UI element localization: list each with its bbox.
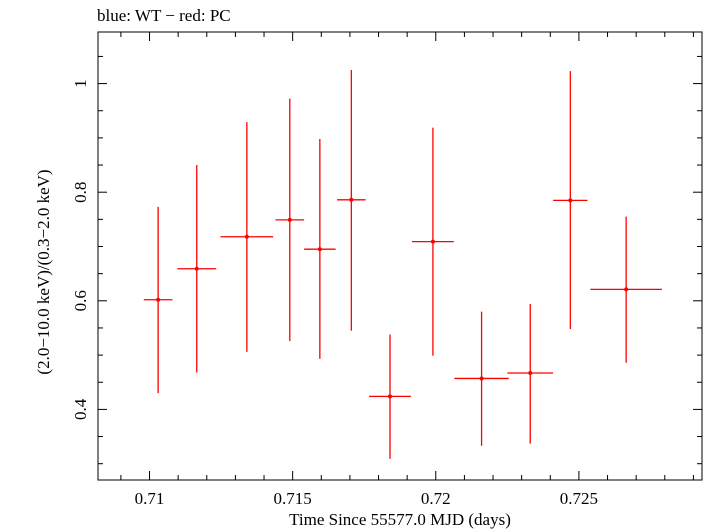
x-tick-label: 0.72	[421, 489, 451, 508]
data-point	[553, 71, 588, 330]
data-point	[304, 138, 336, 359]
x-axis-label: Time Since 55577.0 MJD (days)	[289, 510, 511, 529]
x-tick-label: 0.725	[560, 489, 598, 508]
data-marker	[568, 198, 573, 203]
data-point	[507, 304, 554, 444]
x-tick-label: 0.715	[274, 489, 312, 508]
data-marker	[317, 247, 322, 252]
data-point	[454, 311, 509, 446]
data-marker	[430, 239, 435, 244]
y-tick-label: 1	[71, 79, 90, 88]
data-point	[590, 216, 662, 363]
data-marker	[156, 297, 161, 302]
plot-frame	[97, 31, 703, 481]
chart-title: blue: WT − red: PC	[97, 6, 231, 25]
data-marker	[287, 217, 292, 222]
data-marker	[624, 287, 629, 292]
data-point	[143, 206, 173, 394]
data-point	[337, 70, 366, 331]
data-marker	[528, 371, 533, 376]
data-point	[275, 98, 305, 341]
data-marker	[479, 376, 484, 381]
data-point	[220, 122, 274, 352]
data-marker	[387, 394, 392, 399]
y-tick-label: 0.4	[71, 398, 90, 420]
data-marker	[244, 234, 249, 239]
data-point	[177, 165, 217, 373]
data-marker	[194, 266, 199, 271]
axis-ticks: 0.71 0.715 0.72 0.725 0.4 0.6 0.8 1	[71, 32, 702, 508]
data-point	[412, 127, 454, 356]
y-tick-label: 0.8	[71, 182, 90, 203]
data-point	[369, 334, 411, 459]
data-marker	[349, 197, 354, 202]
data-points	[143, 70, 662, 459]
x-tick-label: 0.71	[135, 489, 165, 508]
y-tick-label: 0.6	[71, 290, 90, 311]
